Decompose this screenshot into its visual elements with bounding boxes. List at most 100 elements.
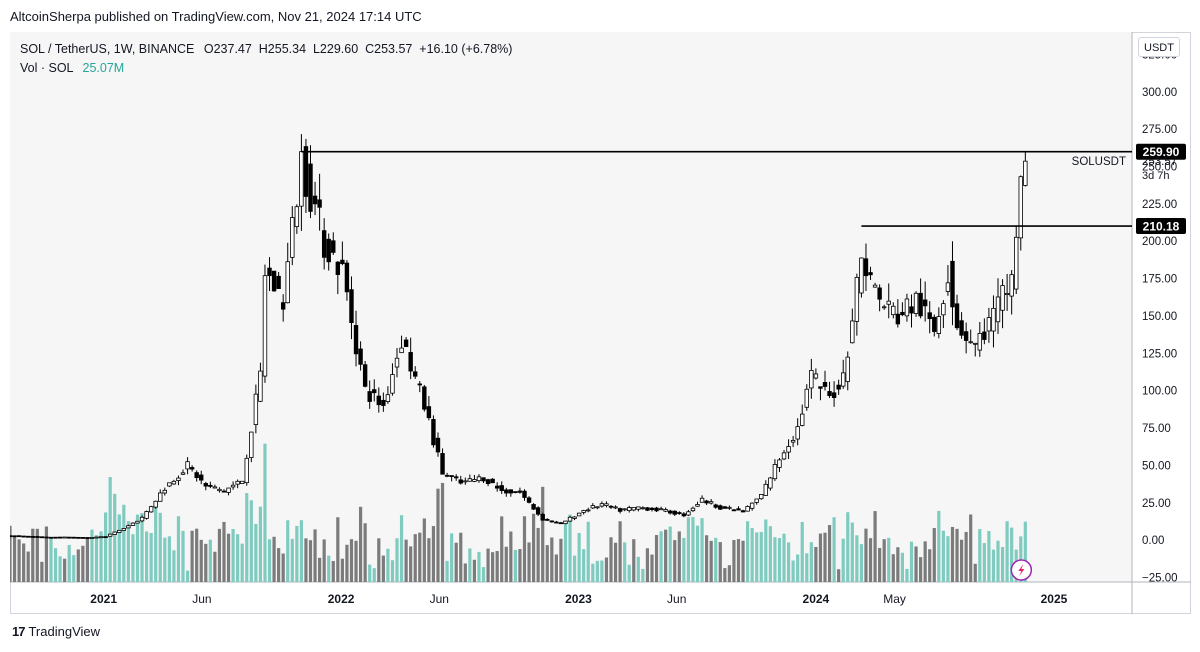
volume-bar bbox=[582, 549, 586, 582]
level-price-label: 210.18 bbox=[1143, 220, 1180, 234]
volume-bar bbox=[868, 538, 873, 582]
candle-body bbox=[285, 261, 290, 304]
volume-bar bbox=[381, 555, 385, 582]
candle-body bbox=[1014, 236, 1019, 290]
volume-bar bbox=[254, 523, 258, 582]
candle-body bbox=[376, 395, 381, 406]
candle-body bbox=[176, 477, 181, 481]
candle-body bbox=[891, 305, 896, 316]
candle-body bbox=[435, 437, 441, 453]
volume-bar bbox=[723, 568, 727, 582]
volume-bar bbox=[595, 560, 599, 582]
candle-body bbox=[85, 537, 90, 539]
candle-body bbox=[982, 331, 987, 340]
candle-body bbox=[649, 507, 655, 510]
volume-bar bbox=[650, 554, 654, 582]
volume-bar bbox=[732, 540, 736, 582]
volume-bar bbox=[1005, 521, 1009, 582]
legend-volume-value: 25.07M bbox=[82, 61, 125, 75]
volume-bar bbox=[1010, 527, 1014, 582]
candle-body bbox=[117, 529, 122, 533]
candle-body bbox=[244, 457, 249, 484]
volume-bar bbox=[759, 531, 763, 582]
x-tick-label: Jun bbox=[667, 592, 686, 606]
candle-body bbox=[963, 331, 969, 341]
y-tick-label: 200.00 bbox=[1142, 236, 1177, 248]
candle-body bbox=[276, 275, 281, 289]
volume-bar bbox=[358, 506, 363, 582]
candle-body bbox=[208, 484, 213, 487]
candle-body bbox=[531, 504, 536, 510]
volume-bar bbox=[290, 538, 294, 582]
candle-body bbox=[904, 298, 910, 317]
y-tick-label: 175.00 bbox=[1142, 274, 1177, 286]
candle-body bbox=[886, 300, 891, 305]
price-chart[interactable]: 325.00300.00275.00250.00225.00200.00175.… bbox=[10, 32, 1191, 614]
volume-bar bbox=[563, 520, 568, 582]
price-unit-button[interactable]: USDT bbox=[1138, 37, 1180, 57]
candle-body bbox=[162, 489, 168, 494]
x-tick-label: May bbox=[883, 592, 906, 606]
candle-body bbox=[317, 199, 322, 208]
volume-bar bbox=[304, 538, 308, 582]
volume-bar bbox=[559, 538, 563, 582]
volume-bar bbox=[158, 512, 162, 582]
candle-body bbox=[768, 477, 773, 489]
candle-body bbox=[203, 483, 208, 487]
volume-bar bbox=[399, 515, 404, 582]
volume-bar bbox=[135, 514, 140, 582]
candle-body bbox=[563, 520, 568, 525]
candle-body bbox=[112, 531, 117, 535]
volume-bar bbox=[231, 528, 235, 582]
volume-bar bbox=[322, 539, 326, 582]
y-tick-label: 250.00 bbox=[1142, 162, 1177, 174]
volume-bar bbox=[527, 542, 531, 582]
candle-body bbox=[57, 536, 63, 539]
candle-body bbox=[759, 494, 764, 500]
candle-body bbox=[968, 341, 973, 344]
volume-bar bbox=[932, 527, 936, 582]
volume-bar bbox=[185, 570, 190, 582]
volume-bar bbox=[837, 569, 841, 582]
volume-bar bbox=[368, 564, 372, 582]
candle-body bbox=[686, 511, 691, 516]
level-price-label: 259.90 bbox=[1143, 145, 1180, 159]
candle-body bbox=[918, 292, 923, 317]
volume-bar bbox=[654, 535, 659, 582]
volume-bar bbox=[345, 544, 349, 582]
candle-body bbox=[913, 292, 919, 314]
candle-body bbox=[941, 303, 946, 316]
volume-bar bbox=[190, 530, 194, 582]
volume-bar bbox=[94, 535, 99, 582]
candle-body bbox=[417, 383, 422, 386]
volume-bar bbox=[226, 533, 231, 582]
volume-bar bbox=[1023, 521, 1027, 582]
candle-body bbox=[704, 500, 709, 504]
candle-body bbox=[399, 347, 404, 354]
volume-bar bbox=[832, 517, 836, 582]
volume-bar bbox=[336, 517, 340, 582]
candle-body bbox=[558, 522, 564, 525]
volume-bar bbox=[959, 539, 964, 582]
candle-body bbox=[513, 491, 518, 493]
volume-bar bbox=[786, 542, 791, 582]
candle-body bbox=[358, 348, 363, 365]
volume-bar bbox=[946, 536, 950, 582]
volume-bar bbox=[431, 526, 436, 582]
volume-bar bbox=[422, 518, 426, 582]
candle-body bbox=[321, 230, 327, 258]
candle-body bbox=[431, 419, 436, 446]
volume-bar bbox=[208, 539, 212, 582]
volume-bar bbox=[636, 556, 640, 582]
y-tick-label: 300.00 bbox=[1142, 87, 1177, 99]
volume-bar bbox=[477, 551, 481, 582]
volume-bar bbox=[113, 493, 117, 582]
volume-bar bbox=[923, 541, 927, 582]
candle-body bbox=[253, 393, 259, 425]
candle-body bbox=[403, 339, 409, 347]
volume-bar bbox=[823, 532, 827, 582]
volume-bar bbox=[85, 537, 90, 582]
volume-bar bbox=[53, 548, 58, 582]
candle-body bbox=[754, 498, 759, 503]
x-tick-label: 2025 bbox=[1041, 592, 1068, 606]
